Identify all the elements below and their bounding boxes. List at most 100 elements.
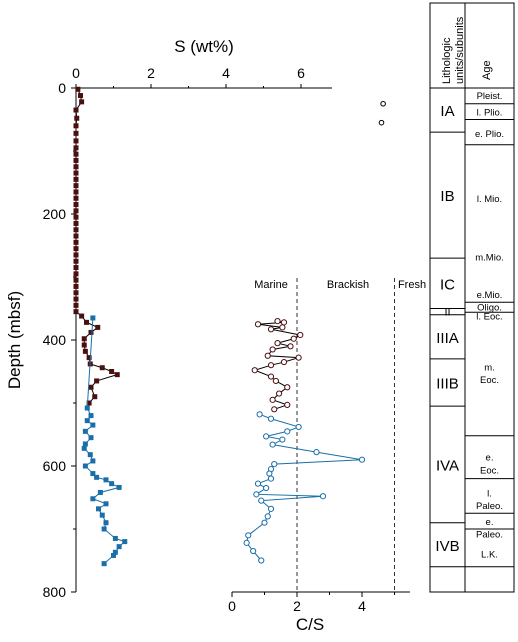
s-data-point bbox=[73, 246, 79, 252]
s-data-point bbox=[116, 544, 122, 550]
s-data-point bbox=[101, 561, 107, 567]
s-data-point bbox=[103, 520, 109, 526]
s-data-point bbox=[92, 394, 98, 400]
s-data-point bbox=[90, 315, 96, 321]
cs-data-point bbox=[261, 519, 268, 526]
cs-data-point bbox=[258, 557, 265, 564]
zone-label-marine: Marine bbox=[254, 279, 288, 291]
s-data-point bbox=[79, 99, 85, 105]
s-data-point bbox=[86, 355, 92, 361]
cs-xtick-label: 2 bbox=[293, 598, 301, 614]
age-label: Paleo. bbox=[476, 530, 503, 541]
s-data-point bbox=[112, 549, 118, 555]
s-data-point bbox=[73, 283, 79, 289]
cs-data-point bbox=[243, 539, 250, 546]
cs-data-point bbox=[263, 433, 270, 440]
s-axis-title: S (wt%) bbox=[174, 37, 234, 56]
cs-data-point bbox=[271, 406, 278, 413]
cs-data-point bbox=[251, 367, 258, 374]
s-data-point bbox=[94, 474, 100, 480]
age-label: l. Plio. bbox=[477, 107, 503, 118]
s-series-line bbox=[75, 89, 119, 404]
cs-data-point bbox=[274, 318, 281, 325]
lithologic-unit-label: IB bbox=[440, 188, 454, 205]
s-data-point bbox=[88, 384, 94, 390]
s-data-point bbox=[73, 302, 79, 308]
s-data-point bbox=[81, 336, 87, 342]
s-data-point bbox=[73, 176, 79, 182]
s-data-point bbox=[73, 164, 79, 170]
cs-data-point bbox=[279, 436, 286, 443]
s-data-point bbox=[73, 123, 79, 129]
s-data-point bbox=[87, 452, 93, 458]
age-label: m.Mio. bbox=[475, 252, 504, 263]
s-data-point bbox=[109, 369, 115, 374]
s-data-point bbox=[79, 313, 85, 319]
s-data-point bbox=[96, 506, 101, 512]
s-data-point bbox=[73, 271, 79, 277]
s-data-point bbox=[82, 348, 88, 354]
s-data-point bbox=[78, 93, 83, 99]
s-data-point bbox=[73, 227, 79, 233]
s-data-point bbox=[73, 183, 79, 189]
cs-data-point bbox=[280, 319, 288, 326]
s-data-point bbox=[82, 428, 88, 434]
cs-xtick-label: 4 bbox=[358, 598, 366, 614]
s-data-point bbox=[73, 290, 79, 296]
s-data-point bbox=[116, 484, 122, 490]
cs-data-point bbox=[297, 331, 304, 339]
depth-axis-title: Depth (mbsf) bbox=[5, 291, 24, 389]
cs-data-point bbox=[250, 547, 257, 555]
age-label: Eoc. bbox=[480, 465, 499, 476]
cs-data-point bbox=[264, 513, 271, 520]
age-label: e. Plio. bbox=[475, 129, 504, 140]
s-data-point bbox=[73, 258, 79, 264]
s-ytick-label: 800 bbox=[43, 584, 67, 600]
cs-data-point bbox=[254, 321, 262, 328]
s-data-point bbox=[73, 107, 79, 113]
age-label: m. bbox=[484, 363, 495, 374]
age-label: Oligo. bbox=[477, 303, 502, 314]
age-label: Eoc. bbox=[480, 375, 499, 386]
cs-data-point bbox=[276, 390, 283, 397]
cs-axis-title: C/S bbox=[296, 615, 324, 634]
s-data-point bbox=[81, 342, 87, 348]
s-data-point bbox=[90, 496, 96, 502]
s-data-point bbox=[88, 329, 94, 335]
s-data-point bbox=[73, 202, 79, 208]
cs-data-point bbox=[267, 326, 275, 333]
s-data-point bbox=[73, 189, 79, 195]
s-data-point bbox=[73, 277, 79, 283]
cs-panel: 0 2 4 C/S Marine Brackish Fresh bbox=[228, 100, 426, 634]
s-data-point bbox=[82, 463, 88, 469]
s-data-point bbox=[73, 145, 79, 151]
s-data-point bbox=[82, 441, 88, 447]
s-ytick-label: 0 bbox=[58, 80, 66, 96]
s-data-point bbox=[73, 214, 79, 220]
s-data-point bbox=[73, 265, 79, 271]
age-label: e.Mio. bbox=[477, 290, 503, 301]
cs-data-point bbox=[267, 415, 275, 422]
s-data-point bbox=[103, 477, 109, 483]
s-data-point bbox=[109, 481, 115, 487]
s-data-point bbox=[101, 526, 107, 532]
s-data-point bbox=[84, 418, 90, 424]
cs-xtick-label: 0 bbox=[228, 598, 236, 614]
lithologic-unit-label: IA bbox=[440, 103, 454, 120]
cs-series-line bbox=[253, 320, 302, 410]
cs-data-point bbox=[295, 354, 302, 361]
s-data-point bbox=[84, 405, 90, 411]
cs-data-point bbox=[287, 343, 294, 350]
lithologic-unit-label: IC bbox=[440, 276, 455, 293]
s-data-point bbox=[73, 151, 79, 157]
age-label: l. bbox=[487, 489, 492, 500]
zone-label-brackish: Brackish bbox=[327, 279, 369, 291]
s-xtick-label: 4 bbox=[222, 65, 230, 81]
zone-label-fresh: Fresh bbox=[398, 279, 426, 291]
s-data-point bbox=[88, 413, 94, 419]
cs-data-point bbox=[290, 335, 297, 342]
s-xtick-label: 2 bbox=[147, 65, 155, 81]
s-data-point bbox=[73, 195, 79, 201]
s-data-point bbox=[73, 220, 79, 226]
